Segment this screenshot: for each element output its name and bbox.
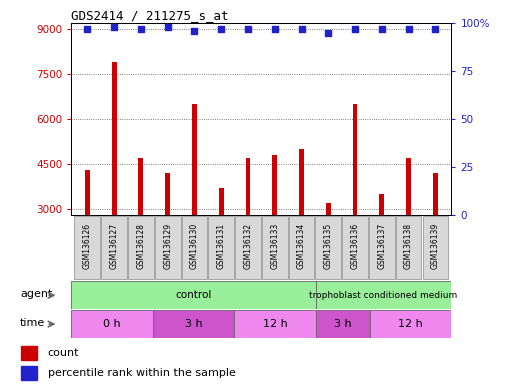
Text: GSM136132: GSM136132 [243,223,252,269]
Text: GSM136126: GSM136126 [83,223,92,269]
Text: count: count [48,348,79,358]
Bar [71,281,316,309]
Bar [21,366,37,379]
Text: GSM136133: GSM136133 [270,223,279,269]
Bar [380,194,384,215]
FancyBboxPatch shape [262,216,288,279]
Point [190,28,199,34]
Point [351,26,359,32]
FancyBboxPatch shape [101,216,127,279]
Point [244,26,252,32]
Point [404,26,413,32]
Bar [219,188,224,215]
FancyBboxPatch shape [422,216,448,279]
Bar [246,158,250,215]
Bar [85,170,90,215]
FancyBboxPatch shape [235,216,261,279]
Bar [370,310,451,338]
Point [164,24,172,30]
FancyBboxPatch shape [315,216,341,279]
FancyBboxPatch shape [289,216,314,279]
Text: GSM136130: GSM136130 [190,223,199,269]
Point [217,26,225,32]
Text: agent: agent [20,289,52,299]
Text: GDS2414 / 211275_s_at: GDS2414 / 211275_s_at [71,9,229,22]
Text: 12 h: 12 h [398,319,423,329]
Text: 12 h: 12 h [262,319,287,329]
Text: GSM136138: GSM136138 [404,223,413,269]
Bar [153,310,234,338]
Text: GSM136134: GSM136134 [297,223,306,269]
Bar [272,155,277,215]
Text: 3 h: 3 h [334,319,352,329]
FancyBboxPatch shape [209,216,234,279]
FancyBboxPatch shape [128,216,154,279]
Text: GSM136129: GSM136129 [163,223,172,269]
Bar [433,173,438,215]
Text: time: time [20,318,45,328]
Text: trophoblast conditioned medium: trophoblast conditioned medium [309,291,458,300]
Bar [71,310,153,338]
FancyBboxPatch shape [74,216,100,279]
Text: percentile rank within the sample: percentile rank within the sample [48,368,235,378]
Bar [234,310,316,338]
Bar [406,158,411,215]
Text: GSM136128: GSM136128 [136,223,145,269]
Point [297,26,306,32]
Point [83,26,91,32]
Bar [165,173,170,215]
Text: GSM136131: GSM136131 [216,223,225,269]
Text: 0 h: 0 h [103,319,121,329]
FancyBboxPatch shape [155,216,181,279]
FancyBboxPatch shape [182,216,208,279]
Point [378,26,386,32]
Text: GSM136137: GSM136137 [378,223,386,269]
Bar [326,203,331,215]
FancyBboxPatch shape [369,216,395,279]
Text: 3 h: 3 h [185,319,202,329]
Bar [316,310,370,338]
Text: GSM136139: GSM136139 [431,223,440,269]
Point [137,26,145,32]
Point [431,26,440,32]
Bar [192,104,197,215]
Text: GSM136135: GSM136135 [324,223,333,269]
Point [110,24,118,30]
Point [270,26,279,32]
Bar [299,149,304,215]
FancyBboxPatch shape [396,216,421,279]
Point [324,30,333,36]
Bar [138,158,143,215]
Bar [21,346,37,360]
Text: control: control [175,290,212,300]
Text: GSM136127: GSM136127 [110,223,119,269]
Bar [353,104,357,215]
Text: GSM136136: GSM136136 [351,223,360,269]
Bar [112,62,117,215]
FancyBboxPatch shape [342,216,368,279]
Bar [316,281,451,309]
